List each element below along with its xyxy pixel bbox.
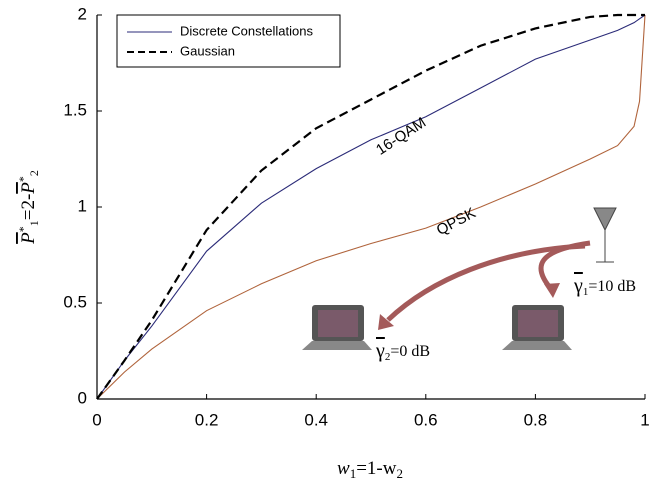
label-part: 1 — [583, 286, 589, 298]
label-part: =1-w — [356, 458, 397, 479]
curve-label: 16-QAM — [373, 114, 429, 159]
label-part: γ — [573, 275, 583, 297]
series-line — [96, 13, 645, 400]
laptop-base — [502, 341, 572, 350]
laptop-display — [318, 310, 358, 337]
label-part: 2 — [396, 466, 403, 481]
illustration — [302, 207, 617, 350]
arrow-head — [544, 283, 560, 298]
x-tick-label: 0.4 — [304, 410, 328, 429]
label-part: 2 — [385, 351, 391, 363]
y-tick-label: 0.5 — [63, 292, 87, 311]
legend-box — [116, 14, 341, 68]
x-tick-label: 0.2 — [195, 410, 219, 429]
label-part: * — [16, 226, 30, 232]
y-tick-label: 1.5 — [63, 100, 87, 119]
legend-label: Discrete Constellations — [180, 23, 313, 38]
label-part: =2- — [18, 194, 39, 221]
label-part: 1 — [350, 466, 357, 481]
x-tick-label: 0 — [92, 410, 101, 429]
antenna — [593, 207, 617, 232]
y-axis-label: P*1=2-P*2 — [16, 170, 41, 245]
annotation: γ1=10 dB — [573, 275, 636, 298]
label-part: * — [16, 176, 30, 182]
laptop-display — [518, 310, 558, 337]
label-part: P — [18, 232, 39, 245]
label-part: γ — [375, 340, 385, 362]
annotation: γ2=0 dB — [375, 340, 430, 363]
laptop — [302, 305, 372, 350]
legend: Discrete Constellations Gaussian — [116, 14, 341, 68]
label-part: =10 dB — [588, 278, 636, 295]
x-tick-label: 0.8 — [524, 410, 548, 429]
series-line — [96, 14, 646, 400]
y-tick-label: 2 — [78, 4, 87, 23]
curve-label: QPSK — [434, 204, 479, 239]
legend-label: Gaussian — [180, 43, 235, 58]
arrow-head — [378, 314, 394, 330]
label-part: =0 dB — [390, 343, 430, 360]
x-tick-label: 0.6 — [414, 410, 438, 429]
y-tick-label: 1 — [78, 196, 87, 215]
x-tick-label: 1 — [640, 410, 649, 429]
arrow — [386, 243, 586, 322]
laptop — [502, 305, 572, 350]
label-part: P — [18, 182, 39, 195]
x-axis-label: w1=1-w2 — [337, 458, 403, 481]
label-part: w — [337, 458, 350, 479]
label-part: 1 — [27, 220, 41, 226]
label-part: 2 — [27, 170, 41, 176]
laptop-base — [302, 341, 372, 350]
y-tick-label: 0 — [78, 388, 87, 407]
series-line — [96, 14, 646, 400]
